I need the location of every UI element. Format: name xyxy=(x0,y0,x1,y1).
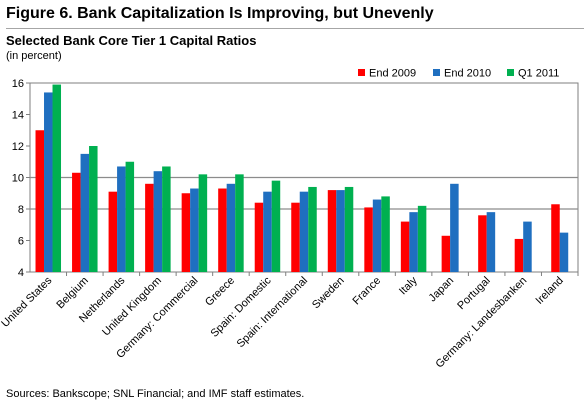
title-rule xyxy=(6,28,584,29)
bar-q1-2011-france xyxy=(381,196,390,272)
bar-end-2009-belgium xyxy=(72,172,81,272)
bar-end-2009-spain-domestic xyxy=(254,202,264,272)
bar-end-2010-germany-landesbanken xyxy=(523,221,532,272)
bar-end-2010-italy xyxy=(409,212,418,272)
bar-end-2009-united-states xyxy=(35,130,45,272)
x-tick-label-portugal: Portugal xyxy=(455,275,492,312)
bar-end-2010-portugal xyxy=(486,212,496,272)
x-tick-label-france: France xyxy=(350,275,383,308)
x-tick-label-ireland: Ireland xyxy=(534,275,566,307)
bar-end-2010-japan xyxy=(450,183,459,272)
bar-end-2009-ireland xyxy=(551,204,560,272)
bar-end-2010-spain-domestic xyxy=(263,191,272,272)
bar-end-2009-united-kingdom xyxy=(145,183,154,272)
x-tick-label-united-states: United States xyxy=(0,274,55,330)
bar-end-2010-ireland xyxy=(559,232,569,273)
bar-q1-2011-sweden xyxy=(344,186,354,272)
bar-end-2009-germany-commercial xyxy=(181,193,191,272)
figure-title: Figure 6. Bank Capitalization Is Improvi… xyxy=(6,5,434,22)
legend-label-end-2009: End 2009 xyxy=(369,68,416,80)
y-tick-label: 10 xyxy=(12,173,24,185)
y-tick-label: 12 xyxy=(12,141,24,153)
bar-end-2009-germany-landesbanken xyxy=(514,238,524,272)
bar-q1-2011-belgium xyxy=(89,146,98,272)
bar-end-2009-greece xyxy=(218,188,227,272)
bar-end-2010-spain-international xyxy=(299,191,309,272)
bar-q1-2011-spain-domestic xyxy=(271,180,281,272)
chart-subtitle: Selected Bank Core Tier 1 Capital Ratios xyxy=(6,33,257,48)
legend-label-end-2010: End 2010 xyxy=(444,68,491,80)
x-tick-label-sweden: Sweden xyxy=(310,275,347,312)
bar-q1-2011-united-states xyxy=(52,84,62,272)
bar-q1-2011-united-kingdom xyxy=(162,166,171,272)
bar-end-2009-netherlands xyxy=(108,191,118,272)
bar-end-2010-united-states xyxy=(44,92,53,272)
y-tick-label: 6 xyxy=(18,236,24,248)
bar-end-2010-greece xyxy=(226,183,236,272)
y-tick-label: 16 xyxy=(12,78,24,90)
bar-end-2010-united-kingdom xyxy=(153,171,163,272)
y-tick-label: 14 xyxy=(12,110,24,122)
bar-end-2010-france xyxy=(372,199,382,272)
x-tick-label-italy: Italy xyxy=(397,274,420,297)
bar-q1-2011-greece xyxy=(235,174,244,272)
bar-end-2009-japan xyxy=(441,235,451,272)
bar-end-2010-germany-commercial xyxy=(190,188,199,272)
bar-end-2009-spain-international xyxy=(291,202,300,272)
y-tick-label: 8 xyxy=(18,204,24,216)
y-tick-label: 4 xyxy=(18,267,24,279)
x-tick-label-greece: Greece xyxy=(203,275,237,309)
bar-q1-2011-netherlands xyxy=(125,161,135,272)
bar-end-2010-sweden xyxy=(336,190,345,272)
bar-q1-2011-germany-commercial xyxy=(198,174,208,272)
bar-end-2010-belgium xyxy=(80,153,90,273)
legend-swatch-end-2010 xyxy=(433,69,440,76)
legend-label-q1-2011: Q1 2011 xyxy=(518,68,559,80)
bar-end-2009-portugal xyxy=(478,215,487,272)
source-note: Sources: Bankscope; SNL Financial; and I… xyxy=(6,388,305,400)
x-tick-label-spain-international: Spain: International xyxy=(235,275,311,351)
x-tick-label-belgium: Belgium xyxy=(54,275,91,312)
bar-end-2009-france xyxy=(364,207,373,272)
bar-q1-2011-italy xyxy=(417,205,427,272)
bar-q1-2011-spain-international xyxy=(308,186,317,272)
bar-end-2009-sweden xyxy=(327,190,337,272)
unit-note: (in percent) xyxy=(6,50,62,62)
bar-end-2010-netherlands xyxy=(117,166,126,272)
legend-swatch-end-2009 xyxy=(358,69,365,76)
legend-swatch-q1-2011 xyxy=(507,69,514,76)
bar-end-2009-italy xyxy=(400,221,410,272)
x-tick-label-japan: Japan xyxy=(427,275,457,305)
